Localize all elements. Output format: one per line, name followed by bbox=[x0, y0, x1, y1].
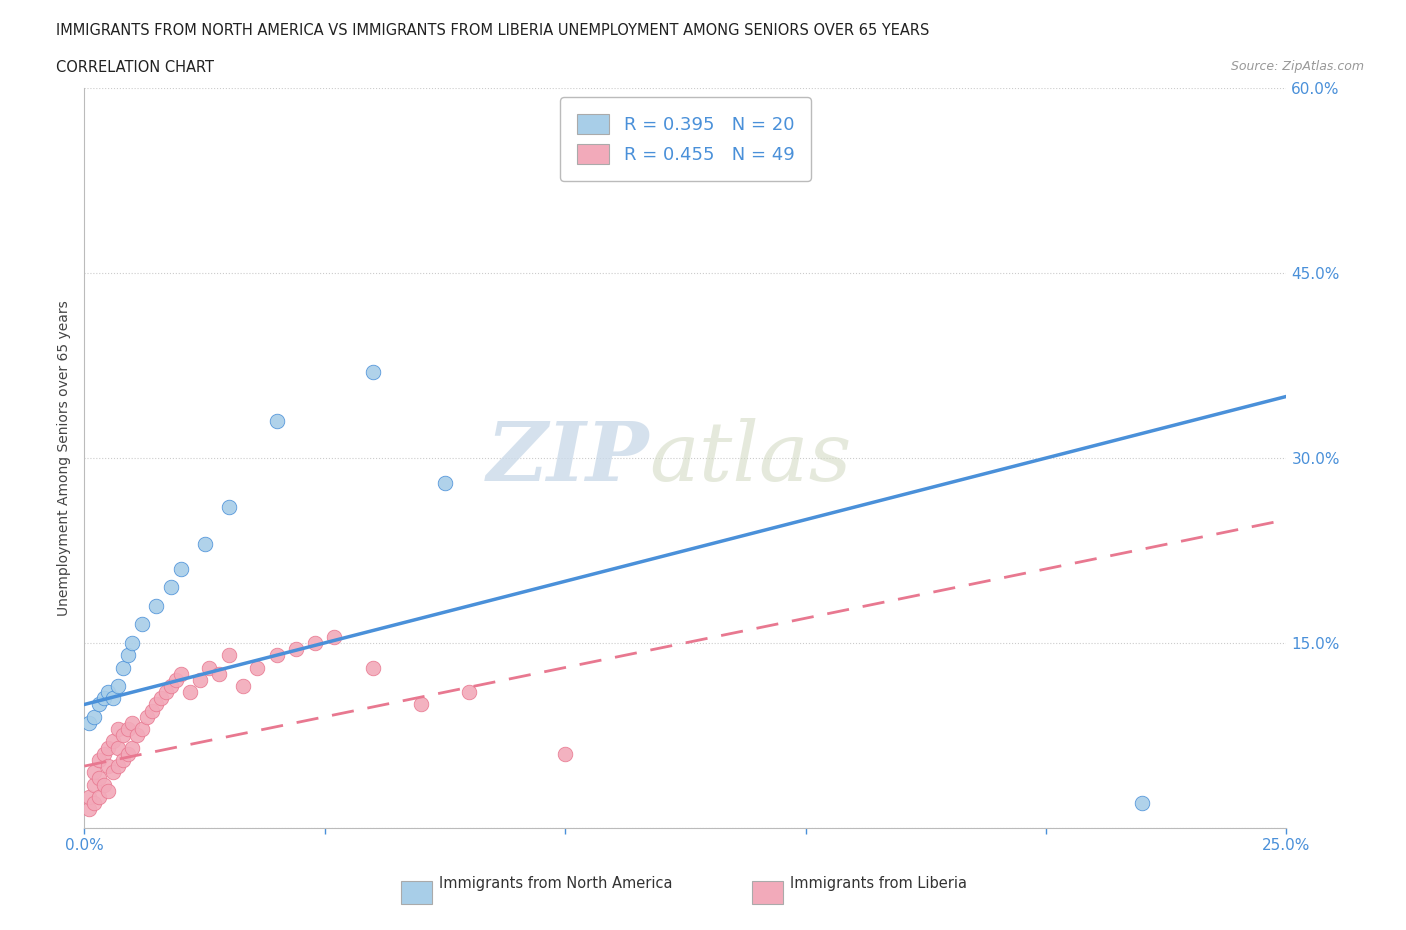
Point bbox=[87, 790, 110, 804]
Point bbox=[107, 679, 129, 694]
Text: atlas: atlas bbox=[650, 418, 852, 498]
Point bbox=[188, 672, 211, 687]
Point bbox=[77, 802, 100, 817]
Point bbox=[135, 710, 157, 724]
Point bbox=[87, 752, 110, 767]
Point bbox=[194, 537, 217, 551]
Point bbox=[127, 728, 149, 743]
Text: CORRELATION CHART: CORRELATION CHART bbox=[56, 60, 214, 75]
Point bbox=[179, 684, 201, 699]
Point bbox=[169, 562, 191, 577]
Point bbox=[93, 691, 115, 706]
Point bbox=[284, 642, 307, 657]
Point bbox=[266, 647, 288, 662]
Point bbox=[361, 365, 384, 379]
Point bbox=[121, 635, 143, 650]
Point bbox=[361, 660, 384, 675]
Text: ZIP: ZIP bbox=[486, 418, 650, 498]
Point bbox=[218, 500, 240, 515]
Text: IMMIGRANTS FROM NORTH AMERICA VS IMMIGRANTS FROM LIBERIA UNEMPLOYMENT AMONG SENI: IMMIGRANTS FROM NORTH AMERICA VS IMMIGRA… bbox=[56, 23, 929, 38]
Point bbox=[83, 764, 105, 779]
Point bbox=[97, 684, 120, 699]
Point bbox=[87, 771, 110, 786]
Point bbox=[111, 752, 134, 767]
Point bbox=[93, 746, 115, 761]
Point bbox=[121, 715, 143, 730]
Point bbox=[434, 475, 457, 490]
Point bbox=[107, 759, 129, 774]
Point bbox=[323, 630, 346, 644]
Legend: R = 0.395   N = 20, R = 0.455   N = 49: R = 0.395 N = 20, R = 0.455 N = 49 bbox=[561, 98, 810, 180]
Y-axis label: Unemployment Among Seniors over 65 years: Unemployment Among Seniors over 65 years bbox=[58, 300, 72, 616]
Text: Immigrants from North America: Immigrants from North America bbox=[439, 876, 672, 891]
Point bbox=[150, 691, 173, 706]
Point bbox=[121, 740, 143, 755]
Point bbox=[107, 722, 129, 737]
Point bbox=[117, 722, 139, 737]
Point bbox=[97, 759, 120, 774]
Point bbox=[169, 666, 191, 681]
Point bbox=[117, 746, 139, 761]
Point bbox=[141, 703, 163, 718]
Point bbox=[246, 660, 269, 675]
Point bbox=[103, 764, 125, 779]
Point bbox=[554, 746, 576, 761]
Point bbox=[97, 740, 120, 755]
Point bbox=[117, 647, 139, 662]
Point bbox=[131, 722, 153, 737]
Point bbox=[103, 691, 125, 706]
Text: Immigrants from Liberia: Immigrants from Liberia bbox=[790, 876, 967, 891]
Point bbox=[93, 777, 115, 792]
Point bbox=[1130, 796, 1153, 811]
Point bbox=[304, 635, 326, 650]
Point bbox=[160, 580, 183, 595]
Point bbox=[409, 698, 432, 712]
Point bbox=[266, 414, 288, 429]
Point bbox=[131, 617, 153, 631]
Point bbox=[77, 790, 100, 804]
Point bbox=[165, 672, 187, 687]
Point bbox=[107, 740, 129, 755]
Point bbox=[111, 660, 134, 675]
Point bbox=[83, 710, 105, 724]
Point bbox=[458, 684, 481, 699]
Point bbox=[83, 796, 105, 811]
Point bbox=[198, 660, 221, 675]
Point bbox=[218, 647, 240, 662]
Point bbox=[155, 684, 177, 699]
Point bbox=[103, 734, 125, 749]
Text: Source: ZipAtlas.com: Source: ZipAtlas.com bbox=[1230, 60, 1364, 73]
Point bbox=[97, 783, 120, 798]
Point bbox=[232, 679, 254, 694]
Point bbox=[160, 679, 183, 694]
Point bbox=[87, 698, 110, 712]
Point bbox=[77, 715, 100, 730]
Point bbox=[208, 666, 231, 681]
Point bbox=[145, 698, 167, 712]
Point bbox=[145, 599, 167, 614]
Point bbox=[111, 728, 134, 743]
Point bbox=[83, 777, 105, 792]
